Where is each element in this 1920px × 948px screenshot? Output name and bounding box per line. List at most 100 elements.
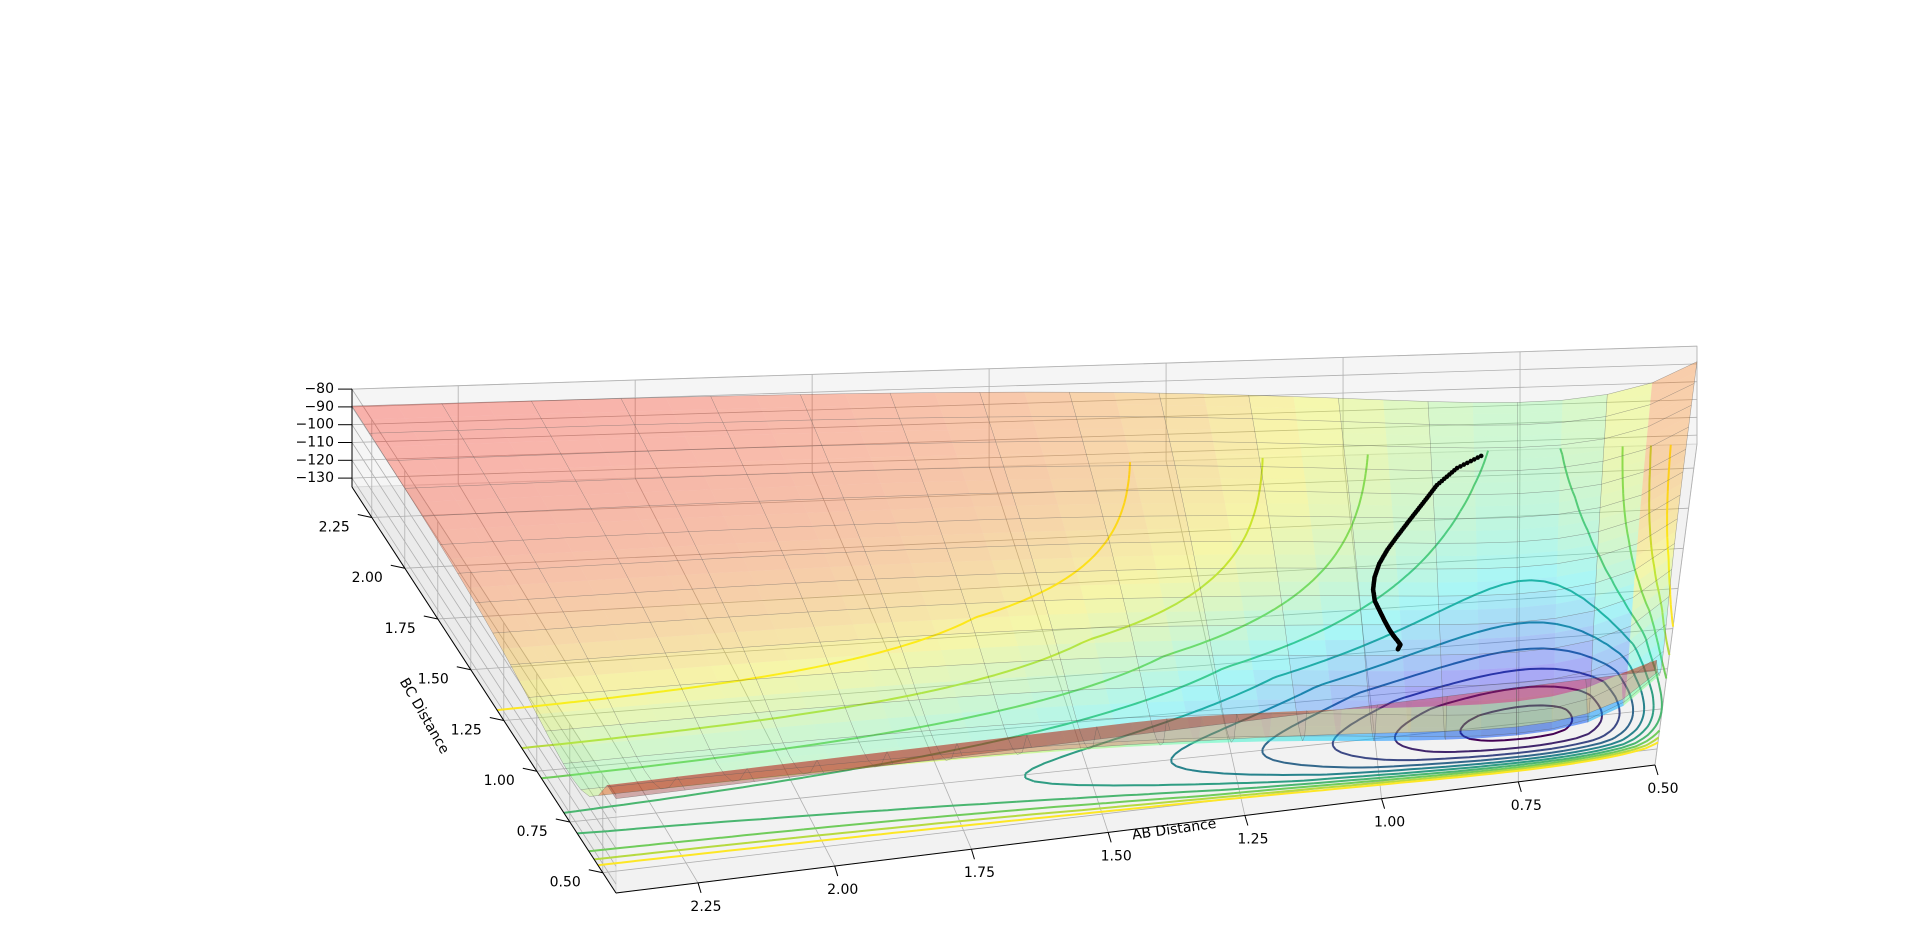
surface-patch — [1516, 663, 1555, 684]
wireframe-line — [457, 494, 1681, 574]
surface-patch — [899, 417, 948, 431]
surface-patch — [1359, 595, 1400, 611]
surface-patch — [951, 560, 997, 576]
surface-patch — [1069, 392, 1118, 405]
surface-patch — [1517, 444, 1561, 459]
surface-patch — [396, 472, 448, 489]
surface-patch — [644, 767, 689, 783]
surface-patch — [900, 534, 947, 550]
surface-patch — [722, 599, 769, 617]
surface-patch — [974, 631, 1019, 649]
surface-patch — [1554, 655, 1593, 679]
surface-patch — [1089, 465, 1136, 479]
surface-patch — [1442, 685, 1480, 702]
surface-patch — [1256, 442, 1302, 456]
surface-patch — [1475, 493, 1518, 507]
surface-patch — [850, 405, 900, 420]
axes-panes — [351, 345, 1698, 895]
surface-patch — [939, 404, 988, 418]
surface-patch — [811, 419, 861, 433]
x-tick-label: 2.25 — [690, 899, 721, 915]
surface-patch — [1262, 726, 1301, 737]
surface-patch — [756, 676, 801, 696]
x-tick-label: 0.75 — [1511, 798, 1542, 814]
surface-patch — [697, 461, 748, 477]
surface-patch — [647, 531, 696, 548]
surface-patch — [1293, 396, 1340, 410]
surface-patch — [634, 423, 686, 438]
surface-patch — [597, 437, 649, 453]
surface-patch — [1620, 659, 1657, 675]
surface-patch — [1372, 736, 1410, 741]
surface-patch — [858, 637, 903, 656]
surface-patch — [1241, 595, 1283, 611]
surface-patch — [1477, 580, 1518, 596]
surface-patch — [1267, 735, 1305, 742]
surface-patch — [688, 529, 737, 546]
surface-patch — [1390, 481, 1434, 495]
surface-patch — [974, 505, 1021, 520]
surface-patch — [506, 510, 557, 527]
surface-patch — [1477, 567, 1518, 582]
surface-patch — [1477, 593, 1518, 610]
surface-patch — [1435, 530, 1477, 544]
surface-patch — [1634, 543, 1675, 584]
surface-patch — [813, 721, 857, 740]
surface-patch — [1442, 700, 1481, 716]
surface-patch — [702, 730, 747, 750]
y-tickmark — [555, 818, 570, 823]
surface-patch — [668, 489, 718, 505]
surface-patch — [1438, 609, 1479, 625]
surface-patch — [695, 543, 743, 560]
surface-patch — [711, 663, 757, 683]
surface-patch — [1640, 471, 1683, 507]
surface-patch — [1102, 516, 1148, 530]
surface-patch — [1554, 625, 1594, 649]
surface-patch — [672, 665, 719, 686]
surface-patch — [1517, 422, 1562, 437]
surface-patch — [540, 494, 591, 511]
wireframe-line — [351, 361, 1698, 407]
y-tick-label: 0.75 — [517, 824, 548, 840]
surface-patch — [1008, 735, 1049, 749]
surface-wireframe — [351, 361, 1698, 799]
surface-patch — [1384, 411, 1430, 425]
surface-patch — [761, 407, 812, 422]
surface-patch — [441, 402, 495, 417]
surface-patch — [772, 432, 822, 447]
y-tick-label: 1.00 — [484, 773, 515, 789]
surface-patch — [1031, 690, 1073, 708]
surface-patch — [1177, 670, 1218, 687]
surface-patch — [1595, 556, 1637, 583]
surface-patch — [1300, 443, 1345, 457]
surface-patch — [735, 629, 782, 648]
surface-patch — [689, 616, 736, 635]
surface-patch — [753, 756, 797, 772]
surface-patch — [661, 559, 709, 576]
surface-patch — [983, 404, 1032, 418]
surface-patch — [1325, 639, 1365, 656]
surface-patch — [1191, 541, 1235, 556]
surface-patch — [525, 467, 576, 483]
x-tickmark — [1107, 832, 1112, 843]
surface-patch — [702, 557, 750, 574]
wireframe-line — [710, 396, 894, 768]
surface-patch — [430, 457, 483, 473]
surface-patch — [1366, 671, 1405, 687]
surface-patch — [396, 403, 450, 419]
surface-patch — [783, 553, 831, 570]
surface-patch — [1595, 569, 1636, 597]
surface-patch — [1475, 517, 1518, 531]
surface-patch — [1204, 610, 1246, 626]
surface-patch — [1147, 528, 1192, 543]
surface-patch — [1295, 408, 1341, 422]
surface-patch — [1557, 543, 1598, 564]
surface-patch — [1113, 716, 1154, 732]
floor-grid-y — [437, 547, 1684, 620]
surface-patch — [1473, 424, 1518, 437]
surface-patch — [778, 445, 828, 461]
surface-patch — [710, 487, 760, 503]
surface-patch — [687, 698, 733, 718]
wall-grid-z — [351, 388, 617, 796]
floor-grid-y — [536, 668, 1668, 772]
